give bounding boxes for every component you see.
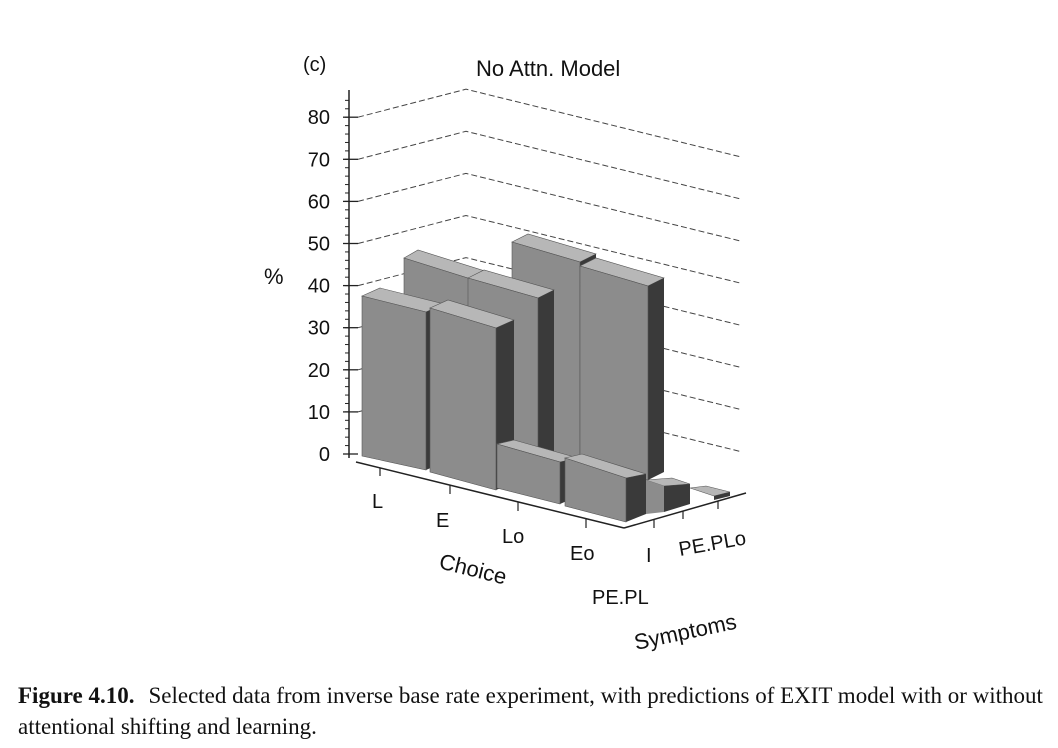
bars [361,233,731,523]
y-tick-label: 0 [319,444,330,466]
grid-line [357,214,743,284]
y-tick-label: 60 [308,191,330,213]
choice-tick-E: E [436,510,449,532]
choice-axis-label: Choice [437,549,509,590]
choice-tick-Lo: Lo [502,526,524,548]
y-tick-label: 10 [308,402,330,424]
bar-back-4 [579,257,665,481]
grid-line [357,88,743,158]
axis-tick-marks [379,468,719,528]
symptom-axis-line [623,492,747,529]
panel-label: (c) [303,54,326,76]
chart-title: No Attn. Model [476,56,620,81]
bar-front-Eo [563,453,647,523]
symptom-axis-label: Symptoms [632,609,739,655]
choice-tick-Eo: Eo [570,543,594,565]
y-tick-label: 30 [308,318,330,340]
y-tick-label: 40 [308,276,330,298]
figure-caption: Figure 4.10. Selected data from inverse b… [18,680,1048,742]
symptom-tick-I: I [646,545,652,567]
grid-line [357,130,743,200]
choice-tick-L: L [372,491,383,513]
figure-caption-text: Selected data from inverse base rate exp… [18,683,1043,739]
grid-line [357,172,743,242]
choice-axis-line [355,461,625,529]
y-tick-label: 20 [308,360,330,382]
bar-small-1 [645,477,691,514]
figure-label: Figure 4.10. [18,683,135,708]
y-tick-label: 80 [308,107,330,129]
symptom-tick-PE-PLo: PE.PLo [677,527,748,560]
bar-small-2 [689,485,731,500]
y-axis-ticks: 0 10 20 30 40 50 60 70 80 [308,107,358,466]
y-tick-label: 70 [308,149,330,171]
symptom-tick-PE-PL: PE.PL [592,587,649,609]
y-tick-label: 50 [308,234,330,256]
bar-chart-3d: 0 10 20 30 40 50 60 70 80 [264,54,748,655]
y-axis-label: % [264,264,284,289]
